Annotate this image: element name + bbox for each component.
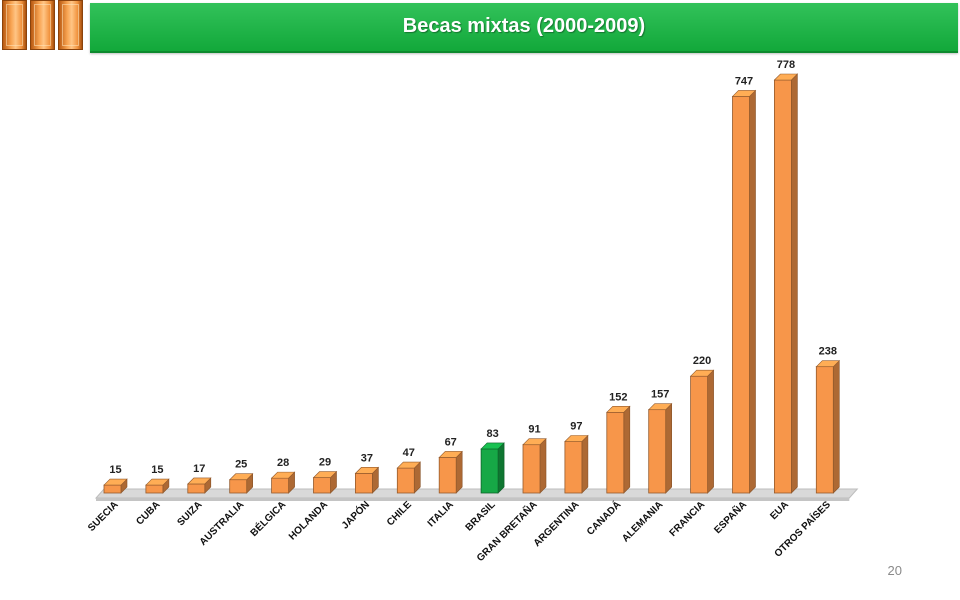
bar-top: [606, 406, 631, 413]
data-label: 238: [819, 346, 837, 358]
bar-side: [665, 402, 673, 494]
bar-top: [228, 473, 254, 481]
category-label: CHILE: [385, 499, 414, 528]
category-label: SUECIA: [86, 499, 121, 534]
bar: [271, 477, 290, 494]
bar-top: [312, 471, 338, 478]
data-label: 15: [109, 464, 121, 476]
bar-side: [623, 405, 631, 494]
data-label: 97: [570, 421, 582, 433]
category-label: CUBA: [134, 499, 162, 527]
bar-top: [145, 478, 170, 486]
bar-side: [832, 359, 840, 494]
category-label: HOLANDA: [287, 499, 330, 542]
bar: [396, 467, 415, 494]
bar: [648, 409, 667, 494]
bar-top: [480, 442, 505, 450]
bar-side: [455, 450, 463, 494]
category-label: ALEMANIA: [620, 499, 665, 544]
decorative-bar-3: [58, 0, 83, 50]
data-label: 25: [235, 459, 247, 471]
bar: [103, 484, 122, 494]
category-label: AUSTRALIA: [198, 499, 247, 548]
data-label: 157: [651, 389, 669, 401]
category-label: JAPÓN: [338, 498, 372, 532]
bar-top: [689, 369, 715, 377]
data-label: 37: [361, 452, 373, 464]
bar-top: [731, 90, 757, 97]
bar: [815, 366, 834, 494]
data-label: 220: [693, 355, 711, 367]
title-banner: Becas mixtas (2000-2009): [90, 3, 958, 53]
bar-side: [581, 434, 589, 494]
bar-top: [187, 477, 212, 485]
bar-side: [539, 437, 547, 494]
page-number: 20: [887, 563, 902, 578]
decorative-bar-1: [2, 0, 27, 50]
data-label: 747: [735, 75, 753, 87]
data-label: 28: [277, 457, 289, 469]
bar: [354, 472, 373, 494]
bar: [564, 441, 583, 494]
data-label: 152: [609, 391, 627, 403]
bar-side: [497, 442, 505, 494]
bar-side: [749, 89, 756, 494]
bar: [690, 375, 708, 494]
bar-top: [270, 471, 296, 479]
bar: [522, 444, 541, 494]
bar-top: [438, 451, 463, 458]
bar-top: [815, 360, 841, 367]
bar: [229, 479, 248, 494]
data-label: 17: [193, 463, 205, 475]
bar-top: [396, 461, 422, 469]
category-label: BRASIL: [464, 499, 498, 533]
data-label: 91: [528, 424, 540, 436]
page-title: Becas mixtas (2000-2009): [402, 15, 646, 37]
category-label: ITALIA: [426, 499, 456, 529]
data-label: 67: [445, 436, 457, 448]
data-label: 15: [151, 464, 163, 476]
bar: [606, 411, 625, 494]
category-label: ESPAÑA: [711, 498, 749, 536]
data-label: 778: [777, 59, 795, 71]
data-label: 29: [319, 457, 331, 469]
category-label: BÉLGICA: [247, 498, 288, 539]
category-label: SUIZA: [175, 499, 204, 528]
bar: [480, 448, 499, 494]
decorative-bar-2: [30, 0, 55, 50]
chart-floor-edge: [96, 498, 850, 501]
bar: [774, 79, 792, 494]
data-label: 83: [486, 428, 498, 440]
category-label: CANADÁ: [584, 498, 624, 538]
bar: [732, 96, 750, 494]
bar-side: [791, 73, 798, 494]
bar: [438, 457, 457, 494]
bar-top: [354, 467, 380, 474]
data-label: 47: [403, 447, 415, 459]
bar: [145, 484, 164, 494]
bar-side: [707, 369, 714, 494]
bar-top: [103, 478, 128, 486]
bar-top: [564, 435, 589, 442]
bar-top: [522, 438, 547, 445]
bar: [187, 483, 206, 494]
category-label: EUA: [768, 499, 791, 522]
bar-top: [773, 73, 799, 81]
bar-top: [647, 403, 673, 410]
bar: [313, 477, 331, 494]
category-label: FRANCIA: [668, 499, 708, 539]
